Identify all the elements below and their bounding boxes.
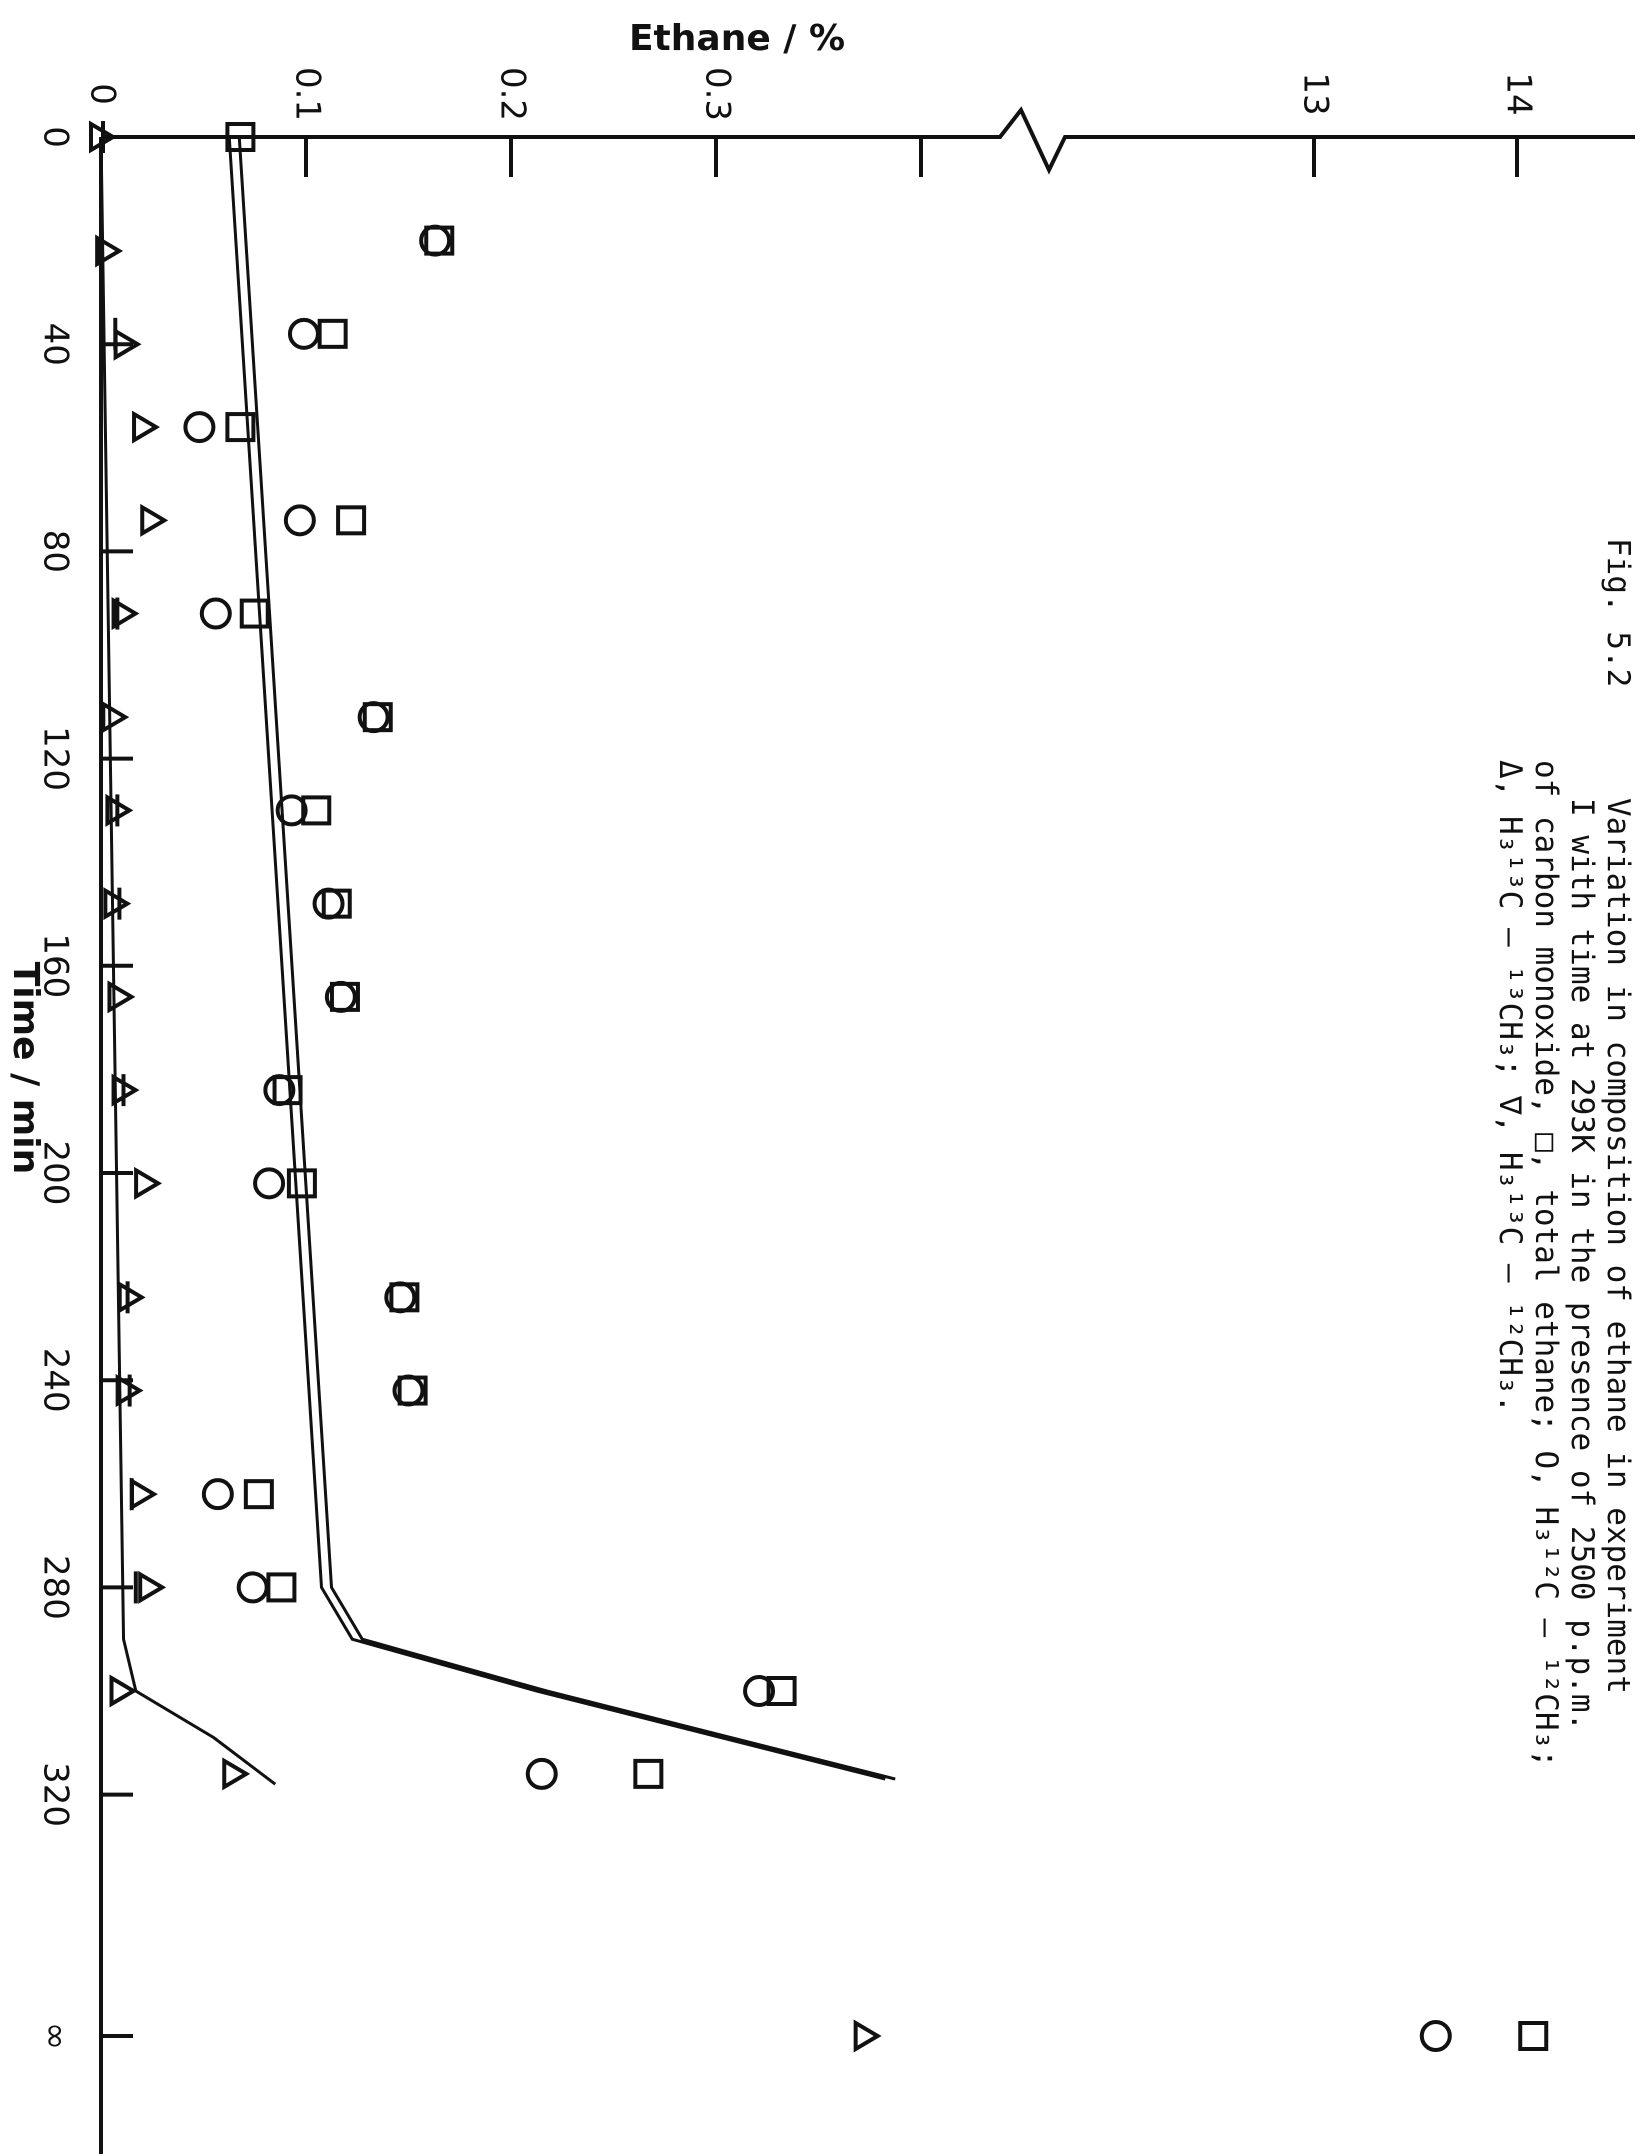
triangle-marker — [103, 887, 132, 921]
triangle-marker — [95, 234, 124, 268]
square-marker — [225, 412, 256, 443]
square-marker — [766, 1676, 797, 1706]
triangle-marker — [130, 1477, 158, 1511]
ethane-tick-label: 0 — [83, 83, 123, 105]
circle-marker — [312, 887, 345, 920]
time-tick-label: 280 — [36, 1555, 76, 1620]
circle-marker — [199, 597, 232, 630]
triangle-marker — [107, 980, 136, 1014]
square-marker — [225, 122, 256, 152]
square-marker — [336, 505, 367, 536]
circle-marker — [525, 1757, 558, 1790]
circle-marker — [275, 794, 308, 827]
total-ethane-curve — [237, 136, 896, 1781]
square-marker — [317, 318, 348, 349]
time-tick-label: 160 — [36, 933, 76, 998]
caption-line-3: of carbon monoxide, □, total ethane; O, … — [1528, 760, 1564, 1768]
time-axis-title: Time / min — [5, 962, 46, 1175]
circle-marker — [1419, 2020, 1452, 2052]
time-tick-label: ∞ — [36, 2022, 76, 2050]
caption: Fig. 5.2 Variation in composition of eth… — [1492, 538, 1636, 1768]
ethane-tick-label: 13 — [1296, 72, 1336, 115]
ethane-axis-title: Ethane / % — [629, 18, 845, 59]
circle-marker — [384, 1281, 417, 1314]
triangle-marker — [222, 1757, 251, 1791]
square-marker — [633, 1758, 664, 1789]
triangle-marker — [111, 597, 140, 631]
ethane-tick-label: 0.1 — [288, 67, 328, 121]
circle-marker — [263, 1074, 296, 1107]
time-tick-label: 320 — [36, 1762, 76, 1827]
ethane-tick-label: 0.2 — [493, 67, 533, 121]
circle-marker — [201, 1478, 234, 1511]
triangle-marker — [117, 1280, 146, 1314]
ethane-axis-line — [101, 106, 1635, 175]
fitted-curves — [99, 136, 896, 1786]
caption-line-1: Variation in composition of ethane in ex… — [1600, 798, 1636, 1694]
circle-marker — [324, 980, 357, 1013]
triangle-marker — [134, 1166, 163, 1200]
time-tick-label: 80 — [36, 530, 76, 573]
circle-marker — [357, 701, 390, 734]
caption-line-2: I with time at 293K in the presence of 2… — [1564, 798, 1600, 1731]
circle-marker — [283, 504, 316, 537]
circle-marker — [392, 1374, 425, 1407]
time-tick-label: 200 — [36, 1141, 76, 1206]
ethane-tick-label: 14 — [1499, 72, 1539, 115]
figure-label: Fig. 5.2 — [1600, 538, 1636, 687]
time-tick-label: 240 — [36, 1348, 76, 1413]
ticks: 0 40 80 120 160 200 240 280 320 ∞ 0 0.1 0.2 0.3 13 14 — [36, 67, 1539, 2050]
circle-marker — [419, 224, 452, 257]
square-marker — [243, 1479, 274, 1510]
triangle-marker — [132, 410, 160, 444]
square-marker — [239, 598, 270, 629]
axes: Ethane / % Time / min — [5, 18, 1635, 2154]
circle-marker — [183, 411, 216, 444]
time-tick-label: 120 — [36, 726, 76, 791]
c13-ethane-curve — [99, 136, 277, 1786]
square-marker — [301, 795, 332, 826]
triangle-marker — [109, 1674, 138, 1708]
square-marker — [286, 1168, 317, 1199]
triangle-marker — [101, 700, 130, 734]
square-marker — [266, 1572, 297, 1603]
time-tick-label: 0 — [36, 126, 76, 148]
time-tick-label: 40 — [36, 323, 76, 366]
circle-marker — [236, 1571, 269, 1604]
ethane-tick-label: 0.3 — [698, 67, 738, 121]
triangle-marker — [140, 503, 169, 537]
triangle-marker — [853, 2019, 882, 2053]
circle-marker — [287, 317, 320, 350]
triangle-marker — [138, 1570, 167, 1604]
data-markers — [89, 120, 1549, 2053]
caption-line-4: Δ, H₃¹³C — ¹³CH₃; ∇, H₃¹³C — ¹²CH₃. — [1492, 760, 1528, 1413]
circle-marker — [743, 1675, 776, 1707]
square-marker — [1518, 2021, 1549, 2051]
circle-marker — [253, 1167, 286, 1200]
